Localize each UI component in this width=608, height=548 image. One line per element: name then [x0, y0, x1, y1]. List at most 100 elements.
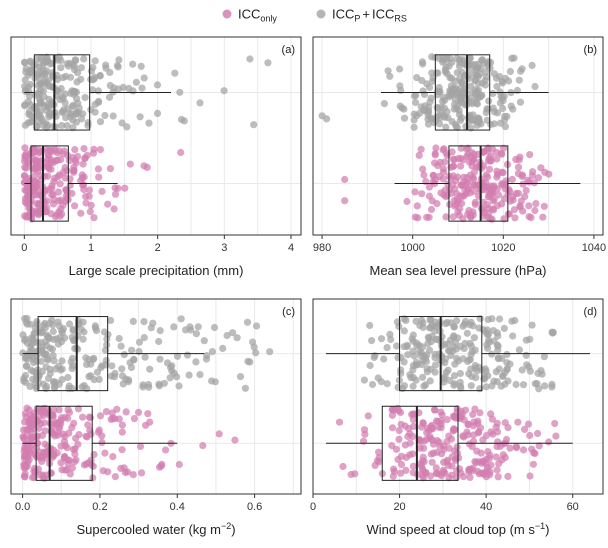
data-point	[219, 344, 227, 352]
data-point	[65, 429, 73, 437]
data-point	[341, 197, 349, 205]
data-point	[483, 105, 491, 113]
data-point	[111, 473, 119, 481]
data-point	[68, 354, 77, 362]
data-point	[71, 156, 79, 164]
x-tick-label: 1040	[582, 242, 606, 254]
data-point	[341, 175, 349, 184]
data-point	[21, 198, 29, 206]
data-point	[99, 467, 107, 475]
x-tick-label: 20	[393, 501, 405, 513]
data-point	[493, 109, 502, 117]
data-point	[33, 200, 41, 208]
data-point	[470, 334, 478, 342]
data-point	[106, 68, 114, 77]
data-point	[77, 115, 86, 123]
data-point	[211, 378, 219, 386]
data-point	[266, 348, 274, 356]
data-point	[473, 64, 481, 72]
data-point	[140, 318, 148, 326]
data-point	[447, 435, 456, 443]
data-point	[33, 55, 41, 63]
data-point	[250, 121, 258, 129]
data-point	[409, 450, 417, 458]
data-point	[477, 449, 485, 457]
data-point	[61, 174, 69, 182]
x-tick-label: 60	[567, 501, 579, 513]
data-point	[489, 197, 497, 205]
data-point	[153, 81, 162, 89]
data-point	[540, 202, 548, 210]
data-point	[489, 89, 497, 98]
data-point	[246, 55, 254, 63]
data-point	[421, 381, 430, 389]
data-point	[492, 368, 500, 376]
data-point	[111, 190, 120, 198]
data-point	[545, 438, 553, 446]
data-point	[366, 321, 374, 330]
data-point	[57, 64, 65, 72]
data-point	[87, 201, 95, 209]
data-point	[437, 189, 445, 197]
data-point	[54, 340, 63, 348]
data-point	[484, 315, 492, 324]
data-point	[48, 191, 56, 199]
data-point	[105, 93, 114, 101]
data-point	[119, 83, 127, 91]
data-point	[124, 468, 132, 476]
data-point	[441, 96, 449, 104]
data-point	[471, 405, 479, 413]
data-point	[241, 384, 249, 392]
data-point	[59, 201, 67, 209]
data-point	[58, 357, 66, 365]
panel-a: (a) 0 1 2 3 4 Large scale precipitation (mm)	[10, 36, 302, 278]
data-point	[514, 170, 523, 178]
data-point	[456, 369, 464, 378]
data-point	[52, 156, 60, 165]
data-point	[59, 430, 67, 438]
data-point	[552, 432, 560, 440]
data-point	[482, 183, 490, 191]
data-point	[528, 61, 536, 69]
data-point	[437, 408, 445, 416]
data-point	[458, 199, 466, 207]
data-point	[526, 431, 534, 440]
data-point	[487, 428, 495, 436]
data-point	[456, 378, 464, 386]
data-point	[380, 355, 388, 363]
data-point	[499, 372, 507, 380]
data-point	[512, 444, 521, 452]
data-point	[426, 472, 435, 480]
data-point	[518, 65, 526, 73]
data-point	[489, 327, 498, 335]
data-point	[469, 410, 477, 419]
data-point	[453, 190, 461, 198]
data-point	[522, 186, 530, 195]
data-point	[117, 342, 125, 350]
data-point	[118, 372, 127, 380]
data-point	[465, 370, 473, 378]
x-tick-label: 0	[310, 501, 316, 513]
data-point	[481, 81, 489, 89]
data-point	[418, 76, 426, 85]
data-point	[476, 385, 484, 393]
data-point	[183, 351, 192, 359]
data-point	[506, 67, 514, 76]
data-point	[397, 369, 405, 377]
data-point	[136, 442, 145, 450]
data-point	[423, 365, 431, 373]
data-point	[529, 460, 538, 468]
data-point	[19, 433, 27, 441]
data-point	[122, 408, 130, 416]
data-point	[436, 88, 444, 96]
data-point	[419, 87, 427, 95]
data-point	[472, 459, 480, 467]
data-point	[492, 453, 500, 461]
data-point	[49, 327, 57, 336]
data-point	[485, 97, 493, 105]
data-point	[511, 214, 519, 222]
data-point	[80, 145, 88, 153]
data-point	[413, 202, 421, 210]
data-point	[140, 74, 148, 82]
data-point	[416, 109, 424, 117]
